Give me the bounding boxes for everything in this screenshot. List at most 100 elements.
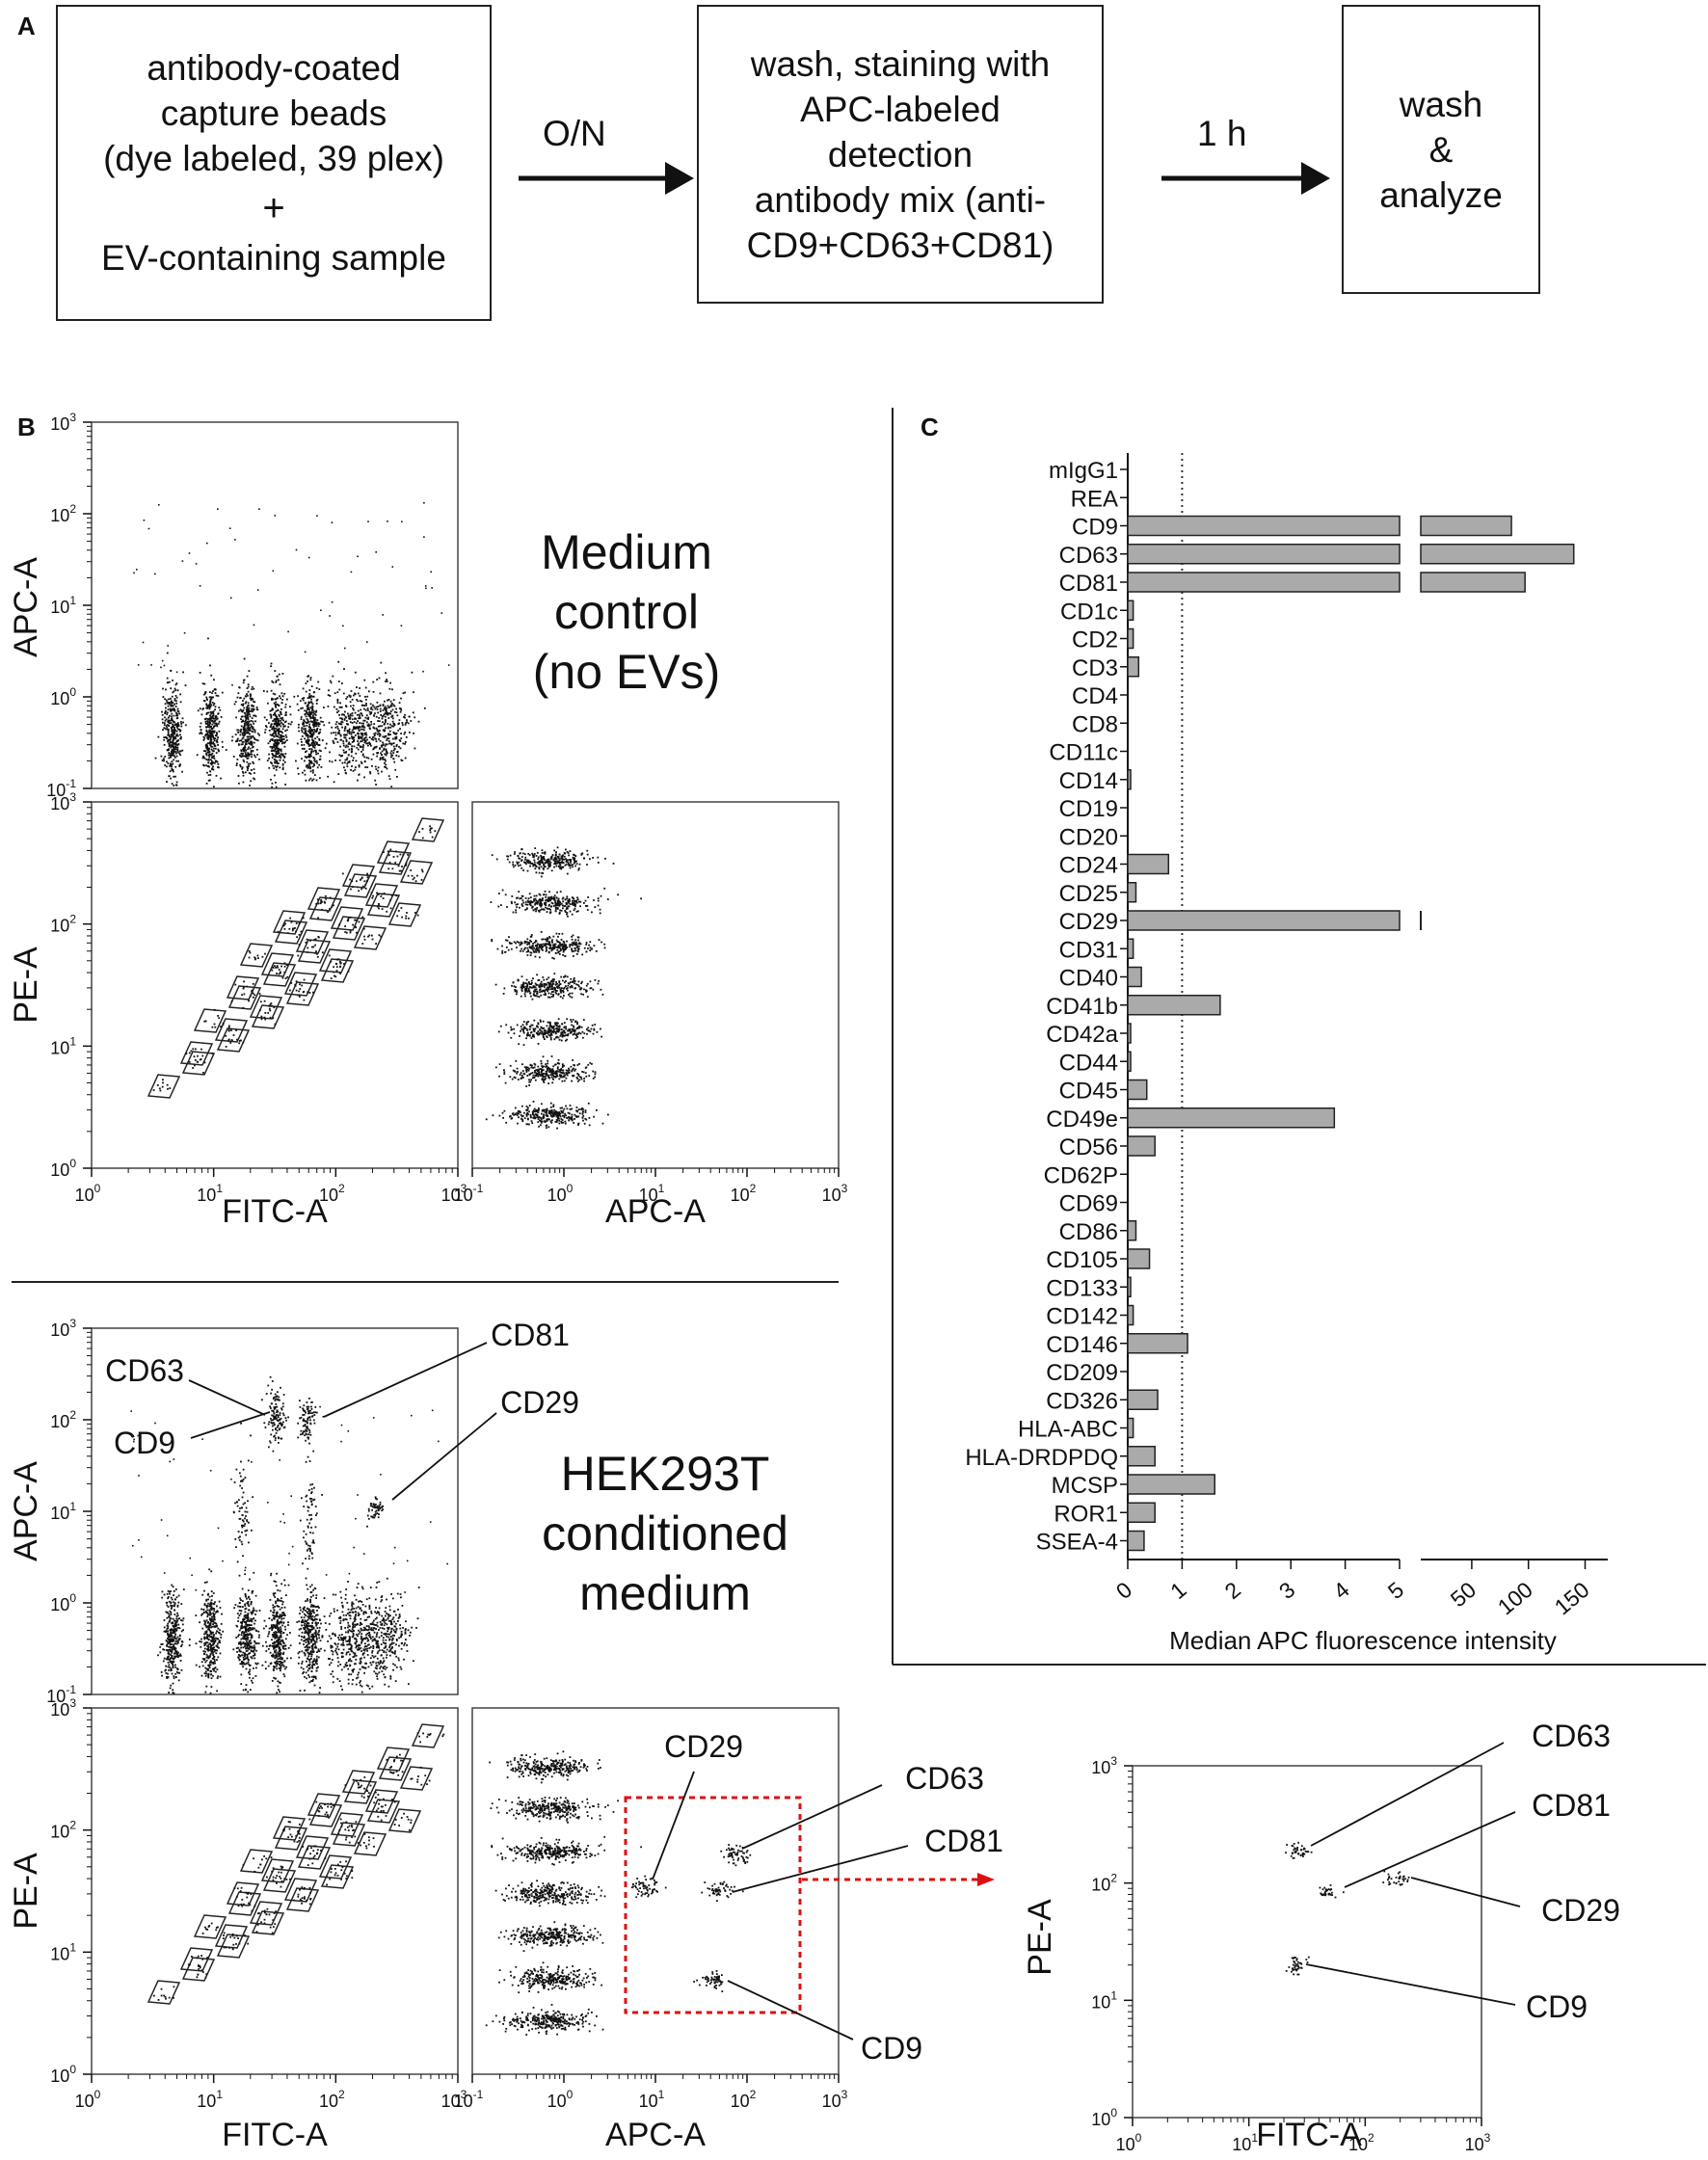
annot-zoom-cd9-line (1305, 1963, 1516, 2006)
annot-top-cd9-line (190, 1411, 271, 1439)
x-tick-1-label: 1 (1165, 1577, 1191, 1604)
bead-gate (181, 1051, 216, 1076)
bead-gate (283, 1878, 318, 1903)
category-label-cd133: CD133 (1046, 1275, 1118, 1301)
x-tick-label: 102 (731, 2088, 757, 2111)
y-tick-label: 100 (1091, 2106, 1117, 2129)
axis-label-apc-h1: APC-A (8, 1461, 44, 1561)
bar-cd81 (1127, 572, 1401, 593)
bead-gate (179, 1947, 214, 1972)
category-label-cd142: CD142 (1046, 1304, 1118, 1330)
y-tick-label: 100 (50, 1591, 76, 1614)
axis-label-pe-t2: PE-A (8, 947, 44, 1024)
bead-gate (366, 1799, 401, 1824)
bar-cd9-cont (1420, 515, 1512, 537)
bead-scatter (157, 1375, 420, 1694)
flow-box-beads-line4: EV-containing sample (101, 238, 446, 278)
flow-arrow-1-head (665, 162, 694, 195)
category-label-ssea-4: SSEA-4 (1036, 1530, 1118, 1556)
annot-bot-cd29-line (652, 1771, 695, 1880)
y-tick-label: 102 (50, 502, 76, 525)
bead-gate (147, 1074, 181, 1099)
bead-gate (376, 840, 411, 866)
bar-hla-drdpdq (1127, 1446, 1156, 1467)
x-tick-label: 101 (197, 1182, 223, 1205)
bar-cd2 (1127, 627, 1134, 650)
bead-gate (239, 943, 274, 968)
category-label-cd44: CD44 (1059, 1050, 1118, 1076)
bead-gate (330, 1812, 364, 1837)
annot-zoom-cd81-label: CD81 (1532, 1788, 1611, 1823)
bead-gate (285, 1887, 320, 1912)
bead-gate (226, 1881, 260, 1907)
y-tick-label: 101 (50, 1034, 76, 1057)
ticks-y-zoom: 100 101 102 103 (1091, 1754, 1133, 2129)
category-label-cd25: CD25 (1059, 881, 1118, 907)
bead-gate (272, 1816, 307, 1841)
panel-a-letter: A (17, 12, 36, 40)
bead-gate (341, 864, 376, 889)
stripe-scatter (485, 846, 642, 1130)
bead-gate (260, 952, 295, 977)
zoom-scatter (1285, 1841, 1410, 1976)
category-label-hla-drdpdq: HLA-DRDPDQ (965, 1445, 1118, 1471)
annot-bot-cd81-line (732, 1845, 909, 1893)
bar-hla-abc (1127, 1417, 1134, 1439)
axis-label-fitc-zoom: FITC-A (1256, 2117, 1362, 2153)
y-tick-label: 102 (1091, 1872, 1117, 1895)
category-label-ror1: ROR1 (1054, 1501, 1118, 1527)
bead-gate (214, 1018, 249, 1043)
bead-gate (227, 1891, 262, 1916)
category-label-mcsp: MCSP (1052, 1473, 1118, 1499)
x-tick-label: 101 (639, 2088, 665, 2111)
category-label-cd49e: CD49e (1046, 1107, 1118, 1133)
bead-gate (260, 1858, 295, 1883)
ticks-y-t2: 100 101 102 103 (50, 790, 92, 1180)
y-tick-label: 100 (50, 685, 76, 708)
bead-gate (272, 910, 307, 935)
bar-cd146 (1127, 1333, 1188, 1354)
x-tick-label: 103 (822, 1182, 848, 1205)
hek-label: HEK293T conditioned medium (520, 1444, 810, 1623)
bead-gate (307, 887, 341, 912)
stripe-scatter (485, 1750, 752, 2036)
medium-control-line3: (no EVs) (532, 645, 721, 699)
category-label-cd56: CD56 (1059, 1134, 1118, 1160)
bead-gate (332, 916, 366, 941)
bead-gate (387, 902, 422, 927)
flow-box-staining: wash, staining with APC-labeled detectio… (697, 5, 1104, 304)
axis-label-apc-t1: APC-A (8, 557, 44, 657)
bar-cd42a (1127, 1023, 1132, 1044)
x-tick-label: 103 (822, 2088, 848, 2111)
annot-zoom-cd29-line (1410, 1877, 1521, 1907)
annot-bot-cd29-label: CD29 (664, 1729, 743, 1764)
category-label-cd326: CD326 (1046, 1388, 1118, 1414)
x-tick-label: 10-1 (454, 2088, 484, 2111)
flow-box-beads-line3: (dye labeled, 39 plex) (103, 139, 444, 178)
bar-cd142 (1127, 1304, 1134, 1326)
axis-label-fitc-t2: FITC-A (222, 1193, 328, 1230)
bead-gate (320, 958, 355, 983)
category-label-cd24: CD24 (1059, 853, 1118, 879)
plot-frame-4 (91, 1707, 459, 2075)
flow-box-staining-line3: detection (827, 134, 974, 174)
bead-gate (251, 1910, 285, 1935)
bead-gate (318, 1854, 353, 1880)
flow-box-beads-line1: antibody-coated (147, 48, 401, 88)
bead-gate (249, 1901, 283, 1926)
bead-gate (179, 1041, 214, 1066)
ticks-x-t2: 100 101 102 103 (75, 1168, 467, 1205)
bead-gate (295, 929, 330, 954)
ticks-x-h2: 100 101 102 103 (75, 2074, 467, 2111)
category-label-cd4: CD4 (1072, 683, 1118, 709)
annot-bot-cd63-line (741, 1784, 883, 1850)
bar-cd56 (1127, 1135, 1156, 1157)
x-tick-label: 100 (547, 2088, 574, 2111)
category-label-cd9: CD9 (1072, 515, 1118, 541)
medium-control-line2: control (553, 585, 700, 639)
bead-gate (378, 1756, 413, 1781)
bar-cd44 (1127, 1051, 1132, 1072)
bead-gate (251, 1004, 285, 1029)
bead-gate (297, 939, 332, 964)
